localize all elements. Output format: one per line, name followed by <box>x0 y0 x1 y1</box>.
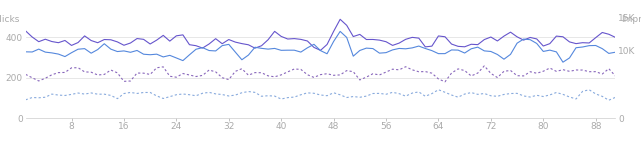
Y-axis label: Impressions: Impressions <box>621 15 641 24</box>
Y-axis label: Clicks: Clicks <box>0 15 20 24</box>
